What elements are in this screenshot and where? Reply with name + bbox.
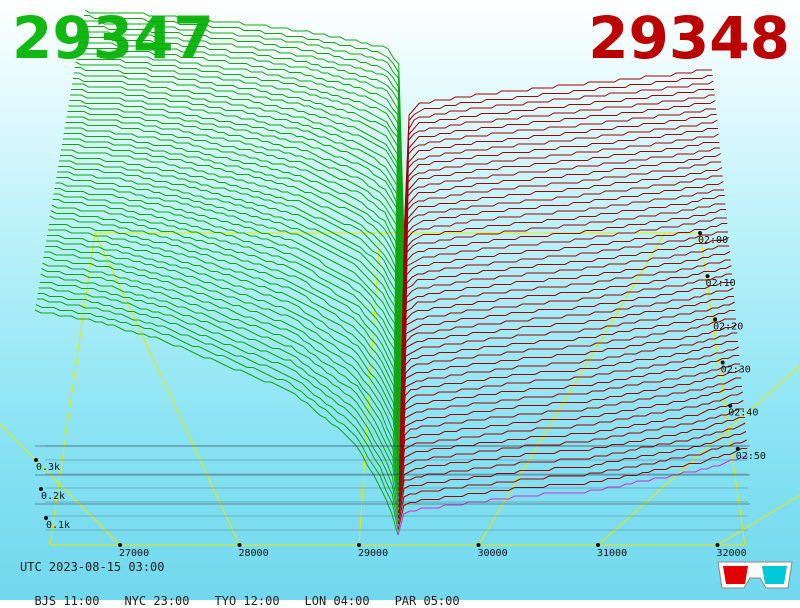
- bid-depth-trace: [66, 123, 402, 354]
- ask-depth-trace: [398, 449, 747, 530]
- bid-depth-trace: [58, 167, 401, 398]
- price-tick-marker: [477, 543, 481, 547]
- bid-depth-trace: [54, 189, 400, 420]
- price-tick-label: 31000: [597, 548, 627, 559]
- time-tick-label: 02:40: [728, 408, 758, 419]
- timezone-row: BJS 11:00 NYC 23:00 TYO 12:00 LON 04:00 PAR …: [20, 580, 485, 608]
- bid-depth-trace: [80, 38, 403, 266]
- timezone-tyo: TYO 12:00: [215, 594, 280, 608]
- price-tick-label: 30000: [478, 548, 508, 559]
- timezone-bjs: BJS 11:00: [34, 594, 99, 608]
- price-tick-marker: [716, 543, 720, 547]
- ask-depth-trace: [399, 378, 741, 480]
- time-tick-label: 02:00: [698, 235, 728, 246]
- bid-depth-trace: [57, 172, 401, 403]
- ask-depth-trace: [404, 90, 714, 255]
- depth-tick-label: 0.2k: [41, 491, 65, 502]
- ask-depth-trace: [398, 440, 747, 524]
- price-tick-label: 29000: [358, 548, 388, 559]
- depth-tick-label: 0.1k: [46, 520, 70, 531]
- grid-line-price: [479, 233, 666, 545]
- time-tick-label: 02:20: [713, 321, 743, 332]
- bid-depth-trace: [54, 194, 401, 425]
- ask-depth-trace: [400, 342, 738, 453]
- bid-depth-trace: [79, 43, 403, 271]
- price-tick-marker: [238, 543, 242, 547]
- ask-depth-trace: [401, 260, 731, 392]
- depth-tick-label: 0.3k: [36, 462, 60, 473]
- bid-depth-trace: [74, 73, 403, 304]
- ask-depth-trace: [404, 81, 714, 249]
- bid-depth-trace: [51, 211, 400, 442]
- time-tick-label: 02:10: [706, 278, 736, 289]
- ask-depth-trace: [401, 224, 727, 365]
- timezone-lon: LON 04:00: [305, 594, 370, 608]
- timezone-par: PAR 05:00: [395, 594, 460, 608]
- bid-depth-trace: [43, 258, 399, 486]
- time-tick-label: 02:30: [721, 365, 751, 376]
- time-tick-label: 02:50: [736, 451, 766, 462]
- price-tick-marker: [118, 543, 122, 547]
- ask-depth-trace: [400, 288, 733, 414]
- ask-depth-trace: [402, 218, 727, 359]
- ask-depth-trace: [403, 143, 720, 299]
- price-tick-marker: [596, 543, 600, 547]
- bid-depth-trace: [73, 79, 403, 310]
- bid-depth-trace: [61, 150, 401, 381]
- 3d-glasses-icon[interactable]: [716, 558, 794, 592]
- timezone-nyc: NYC 23:00: [124, 594, 189, 608]
- ask-depth-trace: [400, 333, 738, 447]
- utc-time: UTC 2023-08-15 03:00: [20, 560, 165, 574]
- price-tick-label: 27000: [119, 548, 149, 559]
- price-tick-label: 28000: [239, 548, 269, 559]
- bid-depth-trace: [45, 247, 399, 475]
- ask-depth-trace: [400, 311, 735, 431]
- bid-depth-trace: [63, 139, 402, 370]
- bid-depth-trace: [52, 205, 400, 436]
- price-tick-marker: [357, 543, 361, 547]
